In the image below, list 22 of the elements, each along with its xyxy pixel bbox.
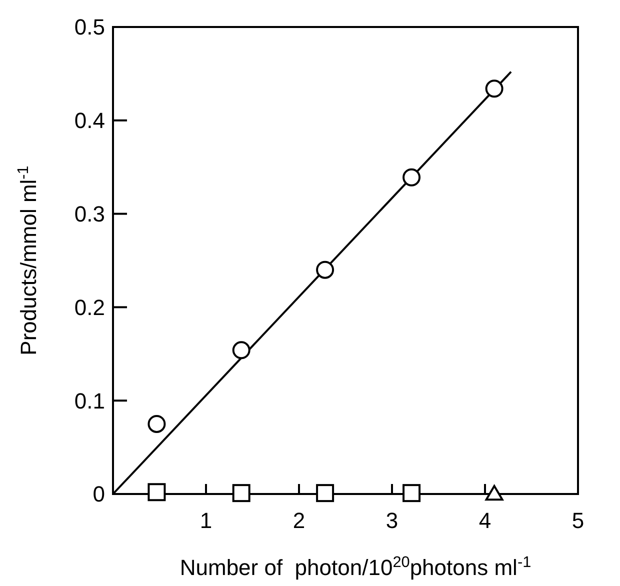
point (232, 484, 250, 502)
point (316, 484, 334, 502)
point (402, 484, 421, 502)
point (402, 168, 421, 186)
x-tick-label: 1 (200, 508, 212, 533)
point (232, 341, 250, 360)
y-tick-label: 0 (92, 482, 105, 507)
x-tick-label: 2 (292, 508, 306, 533)
x-tick-label: 3 (386, 508, 398, 533)
point (148, 483, 166, 502)
x-tick-label: 5 (572, 508, 584, 533)
y-tick-label: 0.2 (74, 294, 105, 320)
point (148, 414, 166, 433)
point (485, 80, 504, 98)
y-tick-label: 0.5 (74, 14, 105, 40)
point (485, 485, 504, 501)
x-axis-title: Number of photon/10$^{20}$photons ml$^{-1}$ (180, 554, 532, 580)
y-tick-label: 0.1 (74, 388, 105, 414)
y-tick-label: 0.4 (74, 108, 105, 134)
x-tick-label: 4 (478, 508, 492, 533)
y-tick-label: 0.3 (74, 202, 105, 226)
point (316, 260, 334, 279)
